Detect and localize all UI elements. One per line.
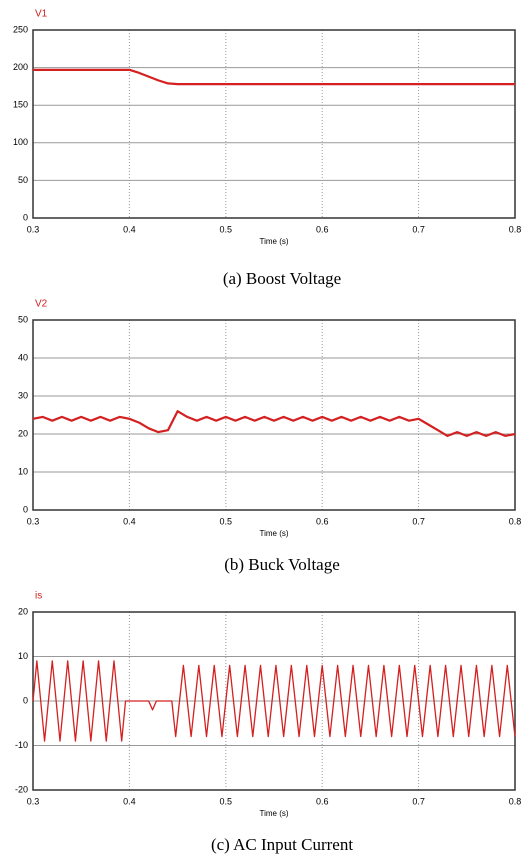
y-tick-label: 10 xyxy=(18,651,28,661)
x-tick-label: 0.5 xyxy=(220,796,233,806)
x-tick-label: 0.6 xyxy=(316,224,329,234)
x-axis-label: Time (s) xyxy=(259,809,288,818)
x-tick-label: 0.5 xyxy=(220,224,233,234)
y-tick-label: 50 xyxy=(18,175,28,185)
x-tick-label: 0.7 xyxy=(412,516,425,526)
y-tick-label: 100 xyxy=(13,137,28,147)
x-tick-label: 0.4 xyxy=(123,224,136,234)
x-axis-label: Time (s) xyxy=(259,237,288,246)
x-tick-label: 0.8 xyxy=(509,796,522,806)
plot-frame xyxy=(32,29,516,219)
y-tick-label: 40 xyxy=(18,352,28,362)
x-tick-label: 0.8 xyxy=(509,516,522,526)
data-line xyxy=(32,660,516,742)
x-tick-label: 0.7 xyxy=(412,224,425,234)
y-tick-label: 200 xyxy=(13,62,28,72)
x-tick-label: 0.3 xyxy=(27,796,40,806)
y-tick-label: -10 xyxy=(15,740,28,750)
y-tick-label: -20 xyxy=(15,784,28,794)
caption: (c) AC Input Current xyxy=(211,835,353,854)
y-tick-label: 20 xyxy=(18,606,28,616)
x-tick-label: 0.4 xyxy=(123,796,136,806)
y-tick-label: 30 xyxy=(18,390,28,400)
x-tick-label: 0.6 xyxy=(316,516,329,526)
x-tick-label: 0.3 xyxy=(27,516,40,526)
caption: (b) Buck Voltage xyxy=(224,555,340,574)
x-tick-label: 0.7 xyxy=(412,796,425,806)
y-tick-label: 20 xyxy=(18,428,28,438)
y-axis-label: V2 xyxy=(35,299,48,310)
x-tick-label: 0.3 xyxy=(27,224,40,234)
y-tick-label: 50 xyxy=(18,314,28,324)
plot-area xyxy=(33,320,515,510)
x-tick-label: 0.5 xyxy=(220,516,233,526)
y-tick-label: 10 xyxy=(18,466,28,476)
y-tick-label: 0 xyxy=(23,212,28,222)
x-tick-label: 0.8 xyxy=(509,224,522,234)
y-axis-label: is xyxy=(35,591,42,602)
plot-frame xyxy=(32,319,516,511)
data-line xyxy=(32,410,516,437)
x-tick-label: 0.6 xyxy=(316,796,329,806)
y-tick-label: 150 xyxy=(13,100,28,110)
caption: (a) Boost Voltage xyxy=(223,269,341,288)
y-tick-label: 0 xyxy=(23,695,28,705)
y-axis-label: V1 xyxy=(35,9,48,20)
y-tick-label: 0 xyxy=(23,504,28,514)
y-tick-label: 250 xyxy=(13,24,28,34)
plot-area xyxy=(33,30,515,218)
data-line xyxy=(33,68,515,86)
x-tick-label: 0.4 xyxy=(123,516,136,526)
x-axis-label: Time (s) xyxy=(259,529,288,538)
